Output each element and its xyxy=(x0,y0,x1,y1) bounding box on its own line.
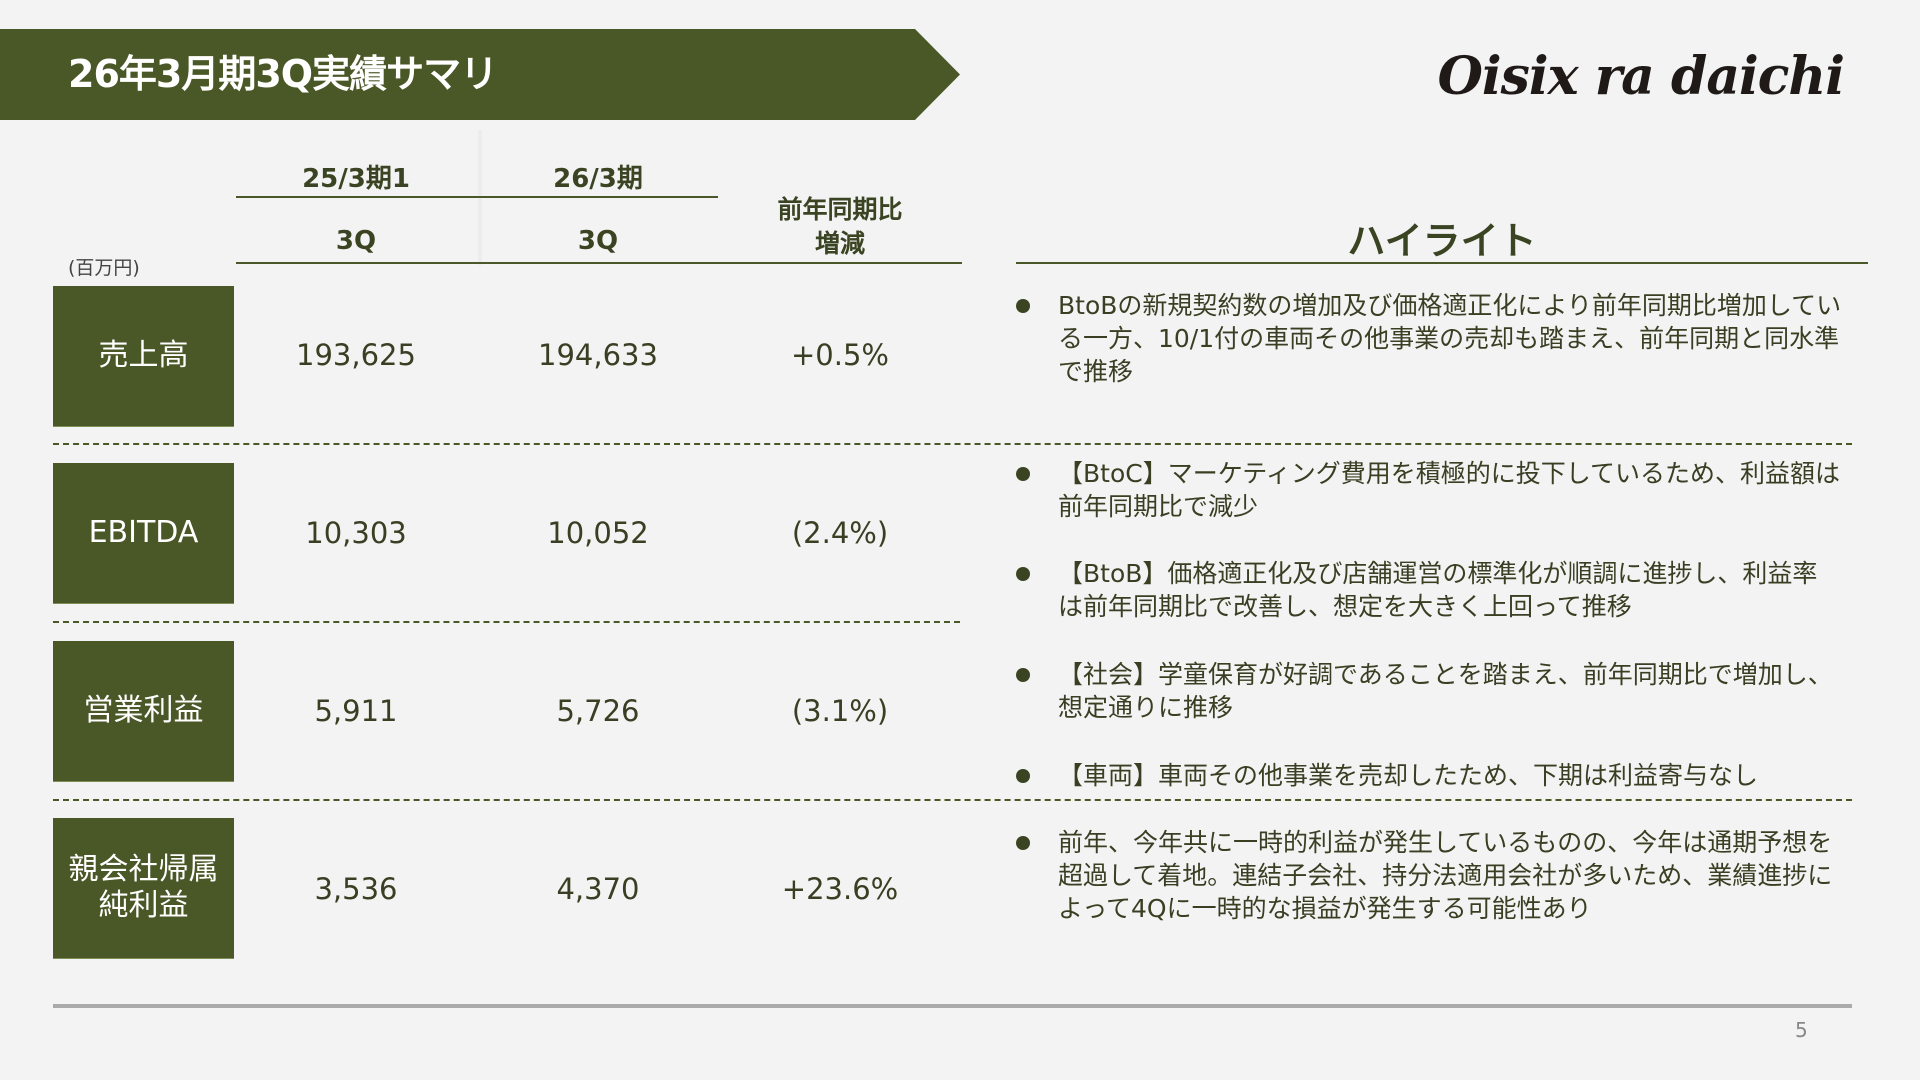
page-number: 5 xyxy=(1795,1018,1808,1042)
row-label-text: 営業利益 xyxy=(83,693,204,728)
bullet-icon xyxy=(1016,668,1030,682)
column-header-curr-quarter: 3Q xyxy=(577,226,619,256)
row-label-operating-profit: 営業利益 xyxy=(53,641,234,781)
ebitda-curr: 10,052 xyxy=(547,516,649,550)
row-label-revenue: 売上高 xyxy=(53,286,234,426)
column-header-yoy-line1: 前年同期比 xyxy=(777,195,903,224)
revenue-curr: 194,633 xyxy=(538,338,658,372)
highlight-item: 【BtoB】価格適正化及び店舗運営の標準化が順調に進捗し、利益率は前年同期比で改… xyxy=(1012,557,1842,623)
page-title: 26年3月期3Q実績サマリ xyxy=(68,52,498,96)
bullet-icon xyxy=(1016,567,1030,581)
operating-profit-prev: 5,911 xyxy=(314,694,398,728)
row-divider xyxy=(53,443,1852,445)
unit-label: (百万円) xyxy=(68,257,140,279)
net-income-curr: 4,370 xyxy=(556,872,640,906)
row-divider xyxy=(53,799,1852,801)
row-divider xyxy=(53,621,960,623)
operating-profit-change: (3.1%) xyxy=(791,694,889,728)
company-logo: Oisix ra daichi xyxy=(1437,46,1845,107)
row-label-net-income: 親会社帰属 純利益 xyxy=(53,818,234,958)
highlight-item: 前年、今年共に一時的利益が発生しているものの、今年は通期予想を超過して着地。連結… xyxy=(1012,826,1842,925)
column-header-curr-period: 26/3期 xyxy=(553,164,643,194)
ebitda-change: (2.4%) xyxy=(791,516,889,550)
highlight-item: BtoBの新規契約数の増加及び価格適正化により前年同期比増加している一方、10/… xyxy=(1012,289,1842,388)
column-header-prev-quarter: 3Q xyxy=(335,226,377,256)
row-label-text-line2: 純利益 xyxy=(98,888,189,923)
highlight-text: 【車両】車両その他事業を売却したため、下期は利益寄与なし xyxy=(1058,761,1759,790)
bullet-icon xyxy=(1016,467,1030,481)
row-label-text: 売上高 xyxy=(98,338,189,373)
highlight-text: 【社会】学童保育が好調であることを踏まえ、前年同期比で増加し、想定通りに推移 xyxy=(1058,660,1833,722)
highlight-text: BtoBの新規契約数の増加及び価格適正化により前年同期比増加している一方、10/… xyxy=(1058,291,1842,386)
row-label-ebitda: EBITDA xyxy=(53,463,234,603)
period-underline xyxy=(236,196,718,198)
highlight-text: 【BtoB】価格適正化及び店舗運営の標準化が順調に進捗し、利益率は前年同期比で改… xyxy=(1058,559,1818,621)
revenue-change: +0.5% xyxy=(791,338,889,372)
net-income-prev: 3,536 xyxy=(314,872,398,906)
row-label-text-line1: 親会社帰属 xyxy=(68,852,219,887)
bullet-icon xyxy=(1016,299,1030,313)
header-underline xyxy=(236,262,962,264)
operating-profit-curr: 5,726 xyxy=(556,694,640,728)
revenue-prev: 193,625 xyxy=(296,338,416,372)
footer-divider xyxy=(53,1004,1852,1008)
column-header-yoy-line2: 増減 xyxy=(814,229,865,258)
highlight-text: 【BtoC】マーケティング費用を積極的に投下しているため、利益額は前年同期比で減… xyxy=(1058,459,1840,521)
column-header-prev-period: 25/3期1 xyxy=(302,164,410,194)
bullet-icon xyxy=(1016,769,1030,783)
row-label-text: EBITDA xyxy=(88,515,199,550)
title-banner xyxy=(0,29,960,120)
ebitda-prev: 10,303 xyxy=(305,516,407,550)
highlight-item: 【社会】学童保育が好調であることを踏まえ、前年同期比で増加し、想定通りに推移 xyxy=(1012,658,1842,724)
highlights-title: ハイライト xyxy=(1347,219,1537,263)
bullet-icon xyxy=(1016,836,1030,850)
highlight-item: 【車両】車両その他事業を売却したため、下期は利益寄与なし xyxy=(1012,759,1842,792)
highlight-item: 【BtoC】マーケティング費用を積極的に投下しているため、利益額は前年同期比で減… xyxy=(1012,457,1842,523)
net-income-change: +23.6% xyxy=(781,872,899,906)
highlights-underline xyxy=(1016,262,1868,264)
highlight-text: 前年、今年共に一時的利益が発生しているものの、今年は通期予想を超過して着地。連結… xyxy=(1058,828,1833,923)
